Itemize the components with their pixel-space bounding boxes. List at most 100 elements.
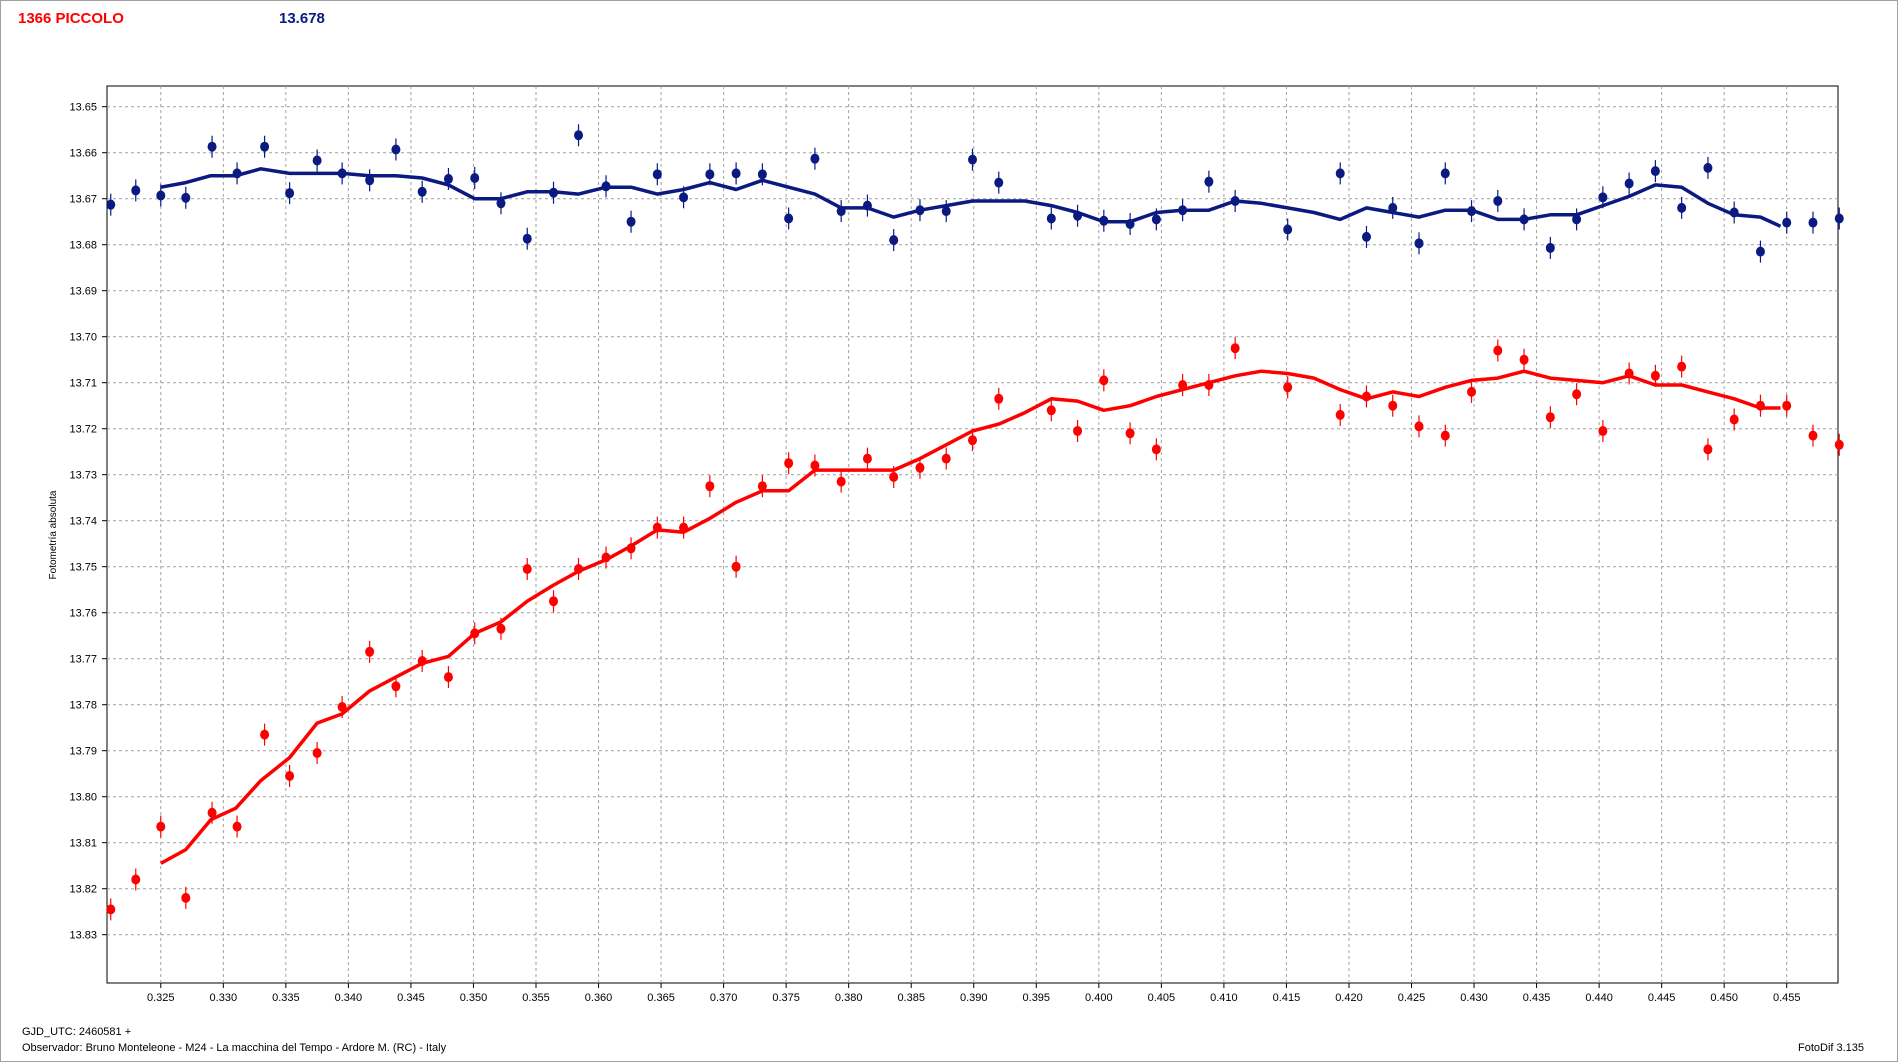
series-2-point [705,481,715,492]
plot-area [106,85,1839,984]
series-0-point [1624,178,1634,189]
series-0-point [285,188,295,199]
x-tick-label: 0.430 [1460,992,1488,1004]
series-2-point [968,435,977,446]
series-layer [106,124,1844,921]
series-2-point [1073,426,1083,436]
y-tick-label: 13.79 [69,746,97,758]
series-0-point [1151,214,1161,225]
series-2-point [1729,414,1739,425]
y-tick-label: 13.72 [69,424,97,436]
x-tick-label: 0.345 [397,992,425,1004]
series-0-point [443,173,453,184]
series-2-point [1650,370,1660,381]
series-2-point [1782,400,1792,411]
x-tick-label: 0.340 [335,992,363,1004]
x-tick-label: 0.425 [1398,992,1426,1004]
y-tick-label: 13.75 [69,562,97,574]
series-0-point [1650,166,1660,177]
series-0-point [106,199,116,210]
x-tick-label: 0.370 [710,992,738,1004]
series-2-point [1545,412,1555,423]
x-tick-label: 0.440 [1585,992,1613,1004]
series-2-point [1467,386,1477,397]
series-0-point [1204,176,1214,187]
series-2-point [1808,430,1818,441]
x-tick-label: 0.445 [1648,992,1676,1004]
series-2-point [106,904,116,915]
series-2-point [522,564,532,574]
y-tick-label: 13.82 [69,884,97,896]
series-0-point [522,233,532,244]
series-0-point [365,175,375,186]
software-version-label: FotoDif 3.135 [1798,1042,1865,1054]
series-2-point [1677,361,1687,372]
series-2-point [312,748,322,758]
y-tick-label: 13.67 [69,194,97,206]
x-tick-label: 0.455 [1773,992,1801,1004]
series-2-point [994,393,1004,404]
x-tick-label: 0.330 [210,992,238,1004]
y-tick-label: 13.77 [69,654,97,666]
y-tick-label: 13.76 [69,608,97,620]
x-tick-label: 0.390 [960,992,988,1004]
series-2-point [1519,354,1529,365]
x-tick-label: 0.360 [585,992,613,1004]
series-0-point [889,235,899,246]
x-tick-label: 0.375 [772,992,800,1004]
series-2-point [1414,421,1424,432]
series-0-point [679,192,689,203]
series-0-point [156,190,166,201]
series-0-point [1493,196,1503,206]
series-2-point [391,681,401,692]
series-2-point [1598,426,1608,436]
x-tick-label: 0.435 [1523,992,1551,1004]
series-2-point [1834,439,1844,450]
series-0-point [731,168,741,179]
series-0-point [941,206,951,217]
axis-layer: 0.325 0.330 0.335 0.340 0.345 0.350 0.355 0.360… [69,102,1800,1004]
series-0-point [968,154,977,165]
series-0-point [652,169,662,180]
y-tick-label: 13.80 [69,792,97,804]
series-2-point [496,623,506,634]
series-2-point [285,771,295,781]
series-0-point [207,141,217,152]
series-2-point [181,892,191,903]
x-tick-label: 0.405 [1148,992,1176,1004]
series-2-point [889,472,899,482]
x-tick-label: 0.395 [1023,992,1051,1004]
series-2-point [731,561,741,572]
y-tick-label: 13.65 [69,102,97,114]
series-0-point [1834,213,1844,224]
series-2-point [915,462,925,473]
series-2-point [1125,428,1135,439]
x-tick-label: 0.365 [647,992,675,1004]
series-0-point [1703,162,1713,173]
series-0-point [1414,238,1424,249]
series-0-point [1545,242,1555,253]
y-tick-label: 13.73 [69,470,97,482]
series-0-point [1283,224,1293,235]
series-3-fit-line [159,369,1781,865]
series-0-point [1335,168,1345,179]
series-2-point [1703,444,1713,455]
x-tick-label: 0.350 [460,992,488,1004]
x-tick-label: 0.400 [1085,992,1113,1004]
series-0-point [496,198,506,209]
series-2-point [1151,444,1161,455]
series-0-point [470,173,480,183]
series-2-point [1230,343,1240,354]
y-tick-label: 13.69 [69,286,97,298]
series-0-point [705,169,715,180]
x-tick-label: 0.385 [897,992,925,1004]
series-2-point [1283,382,1293,393]
series-0-point [757,169,767,180]
series-0-point [260,141,270,152]
series-0-point [417,186,427,197]
series-2-point [1493,345,1503,356]
y-tick-label: 13.74 [69,516,97,528]
series-0-point [1572,214,1582,225]
series-2-point [784,458,794,469]
